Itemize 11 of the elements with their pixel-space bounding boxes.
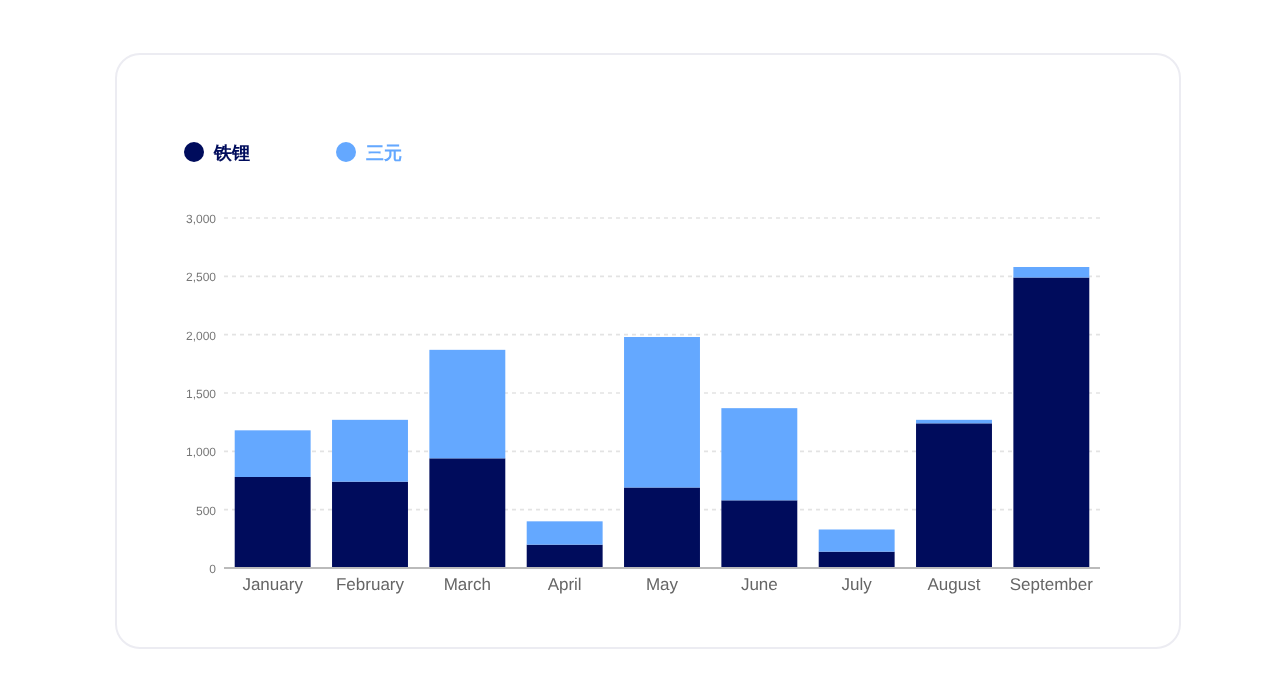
- x-tick-label: March: [443, 574, 492, 594]
- x-tick-label: August: [927, 574, 982, 594]
- x-tick-label: January: [242, 574, 305, 594]
- x-tick-label: April: [547, 574, 582, 594]
- x-tick-label: May: [645, 574, 680, 594]
- x-tick-label: February: [335, 574, 406, 594]
- legend-label: 铁锂: [212, 143, 250, 163]
- x-tick-label: July: [841, 574, 874, 594]
- x-tick-label: September: [1009, 574, 1094, 594]
- x-tick-label: June: [740, 574, 779, 594]
- legend-label: 三元: [366, 143, 402, 163]
